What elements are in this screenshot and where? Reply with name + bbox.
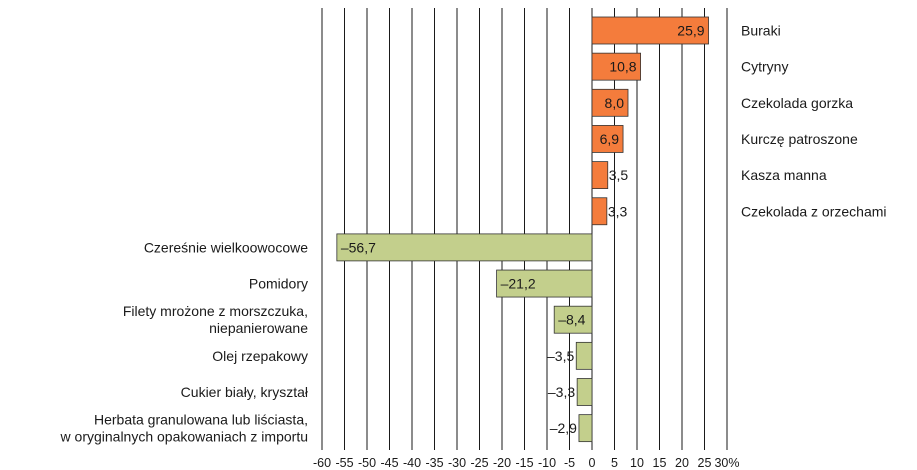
category-label: Filety mrożone z morszczuka, niepanierowa… xyxy=(123,303,308,336)
category-label-line: Czekolada gorzka xyxy=(741,95,853,111)
bar xyxy=(591,161,609,190)
x-tick-label: -50 xyxy=(358,456,376,470)
category-label: Olej rzepakowy xyxy=(212,348,308,364)
x-tick-label: -60 xyxy=(313,456,331,470)
x-tick-label: -10 xyxy=(538,456,556,470)
bar xyxy=(578,414,593,443)
value-label: 6,9 xyxy=(600,131,620,147)
x-tick-label: -55 xyxy=(335,456,353,470)
x-tick-label: 30% xyxy=(714,456,739,470)
value-label: 3,3 xyxy=(608,203,628,219)
category-label: Czekolada gorzka xyxy=(741,95,853,111)
category-label: Czereśnie wielkoowocowe xyxy=(144,239,308,255)
x-tick-label: 5 xyxy=(611,456,618,470)
x-tick-label: -40 xyxy=(403,456,421,470)
category-label-line: Olej rzepakowy xyxy=(212,348,308,364)
x-tick-label: -5 xyxy=(564,456,575,470)
x-tick-label: 0 xyxy=(589,456,596,470)
x-tick-label: -35 xyxy=(425,456,443,470)
bar xyxy=(591,16,709,45)
category-label-line: Pomidory xyxy=(249,276,308,292)
value-label: 10,8 xyxy=(609,59,636,75)
bar xyxy=(591,125,624,153)
x-tick-label: -20 xyxy=(493,456,511,470)
bar xyxy=(591,88,629,117)
category-label-line: Filety mrożone z morszczuka, xyxy=(123,303,308,319)
category-label: Cytryny xyxy=(741,59,788,75)
category-label: Buraki xyxy=(741,23,781,39)
category-label: Pomidory xyxy=(249,276,308,292)
category-label: Cukier biały, kryształ xyxy=(181,384,309,400)
value-label: –21,2 xyxy=(501,276,536,292)
category-label-line: niepanierowane xyxy=(209,320,308,336)
x-tick-label: 25 xyxy=(698,456,712,470)
bar xyxy=(553,305,593,334)
bar xyxy=(576,378,593,406)
bar xyxy=(496,269,593,298)
chart-labels: -60 -55 -50 -45 -40 -35 -30 -25 -20 -15 -10 -5 0 5 10 1… xyxy=(60,23,887,470)
value-label: 3,5 xyxy=(609,167,629,183)
category-label-line: Czereśnie wielkoowocowe xyxy=(144,239,308,255)
chart-grid xyxy=(321,8,728,450)
value-label: –2,9 xyxy=(550,420,577,436)
category-label-line: Herbata granulowana lub liściasta, xyxy=(94,412,308,428)
category-label: Herbata granulowana lub liściasta, w oryg… xyxy=(60,412,308,445)
bar xyxy=(336,233,593,262)
x-tick-label: 15 xyxy=(653,456,667,470)
category-label-line: Cytryny xyxy=(741,59,788,75)
x-tick-label: 10 xyxy=(630,456,644,470)
value-label: –3,3 xyxy=(548,384,575,400)
category-label-line: Kurczę patroszone xyxy=(741,131,858,147)
bar xyxy=(591,52,641,81)
value-label: 8,0 xyxy=(605,95,625,111)
bar xyxy=(591,197,608,226)
chart-bars xyxy=(336,16,709,443)
x-tick-label: -25 xyxy=(470,456,488,470)
category-label: Kasza manna xyxy=(741,167,827,183)
category-label: Czekolada z orzechami xyxy=(741,203,887,219)
x-tick-label: -45 xyxy=(380,456,398,470)
value-label: 25,9 xyxy=(677,23,704,39)
bar xyxy=(575,341,593,370)
value-label: –8,4 xyxy=(558,312,585,328)
x-tick-label: -15 xyxy=(515,456,533,470)
x-tick-label: 20 xyxy=(675,456,689,470)
category-label-line: w oryginalnych opakowaniach z importu xyxy=(60,429,308,445)
value-label: –3,5 xyxy=(547,348,574,364)
category-label-line: Kasza manna xyxy=(741,167,827,183)
value-label: –56,7 xyxy=(341,239,376,255)
category-label: Kurczę patroszone xyxy=(741,131,858,147)
category-label-line: Cukier biały, kryształ xyxy=(181,384,309,400)
x-tick-label: -30 xyxy=(448,456,466,470)
category-label-line: Buraki xyxy=(741,23,781,39)
category-label-line: Czekolada z orzechami xyxy=(741,203,887,219)
